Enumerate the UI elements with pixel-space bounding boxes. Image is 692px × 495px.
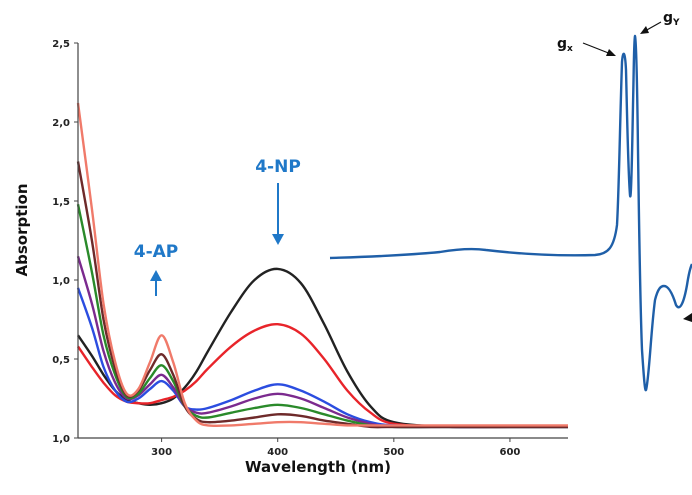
annotation-4ap-label: 4-AP: [134, 242, 179, 262]
absorption-series-line-7: [76, 102, 568, 428]
absorption-series-group: [76, 102, 568, 429]
absorption-series-line-3: [76, 287, 568, 429]
epr-series-line: [329, 34, 692, 392]
y-tick-label: 2,5: [52, 39, 70, 50]
absorption-series-line-1: [77, 267, 568, 429]
x-axis-title: Wavelength (nm): [245, 458, 391, 476]
gy-label: gY: [663, 10, 680, 28]
arrow-down-icon: [272, 183, 284, 245]
y-tick-label: 1,0: [52, 434, 70, 445]
y-axis-title: Absorption: [13, 183, 31, 276]
x-tick-label: 600: [500, 447, 521, 458]
x-tick-label: 400: [267, 447, 288, 458]
y-tick-label: 1,0: [52, 276, 70, 287]
absorption-spectrum-chart: 1,0 0,5 1,0 1,5 2,0 2,5 300 400 500 600 Wavelengt…: [13, 39, 568, 476]
epr-spectrum-chart: gx gY: [329, 10, 692, 392]
y-tick-label: 2,0: [52, 118, 70, 129]
y-tick-label: 0,5: [52, 355, 70, 366]
annotation-4np-label: 4-NP: [255, 157, 301, 177]
arrow-up-icon: [150, 270, 162, 296]
x-tick-label: 300: [151, 447, 172, 458]
y-tick-label: 1,5: [52, 197, 70, 208]
gx-label: gx: [557, 36, 573, 54]
gx-arrow-icon: [582, 42, 616, 56]
x-tick-label: 500: [383, 447, 404, 458]
gy-arrow-icon: [640, 21, 662, 34]
axis-ticks: 1,0 0,5 1,0 1,5 2,0 2,5 300 400 500 600: [52, 39, 520, 458]
